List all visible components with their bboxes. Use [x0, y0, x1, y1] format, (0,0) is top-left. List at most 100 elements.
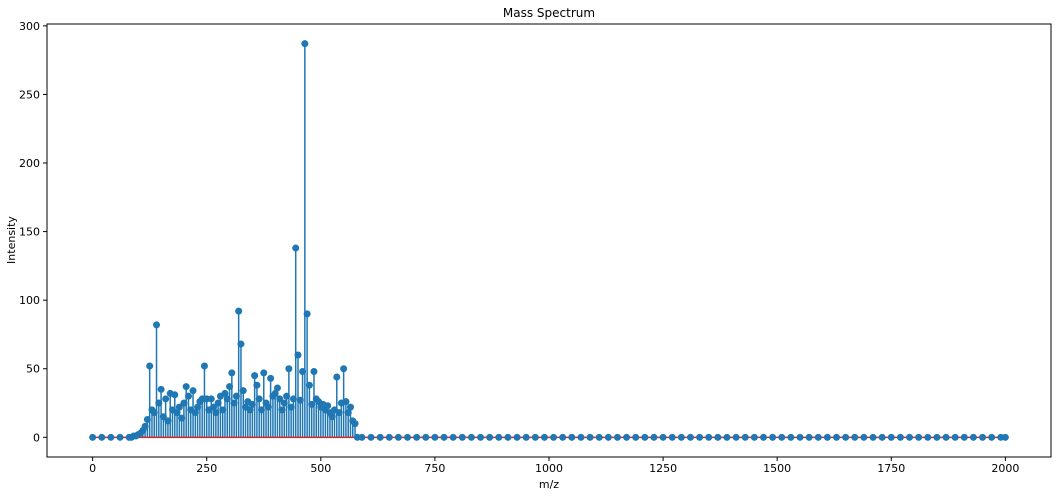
marker	[143, 415, 151, 423]
marker	[750, 433, 758, 441]
marker	[239, 387, 247, 395]
marker	[385, 433, 393, 441]
marker	[182, 383, 190, 391]
marker	[769, 433, 777, 441]
marker	[287, 403, 295, 411]
x-tick-label: 1500	[763, 462, 791, 475]
marker	[686, 433, 694, 441]
marker	[116, 433, 124, 441]
marker	[146, 362, 154, 370]
marker	[787, 433, 795, 441]
marker	[184, 392, 192, 400]
marker	[278, 406, 286, 414]
marker	[164, 417, 172, 425]
marker	[155, 399, 163, 407]
y-tick-label: 300	[19, 20, 40, 33]
marker	[226, 383, 234, 391]
marker	[586, 433, 594, 441]
marker	[796, 433, 804, 441]
x-tick-label: 250	[196, 462, 217, 475]
marker	[162, 395, 170, 403]
marker	[577, 433, 585, 441]
marker	[98, 433, 106, 441]
marker	[141, 422, 149, 430]
marker	[778, 433, 786, 441]
marker	[280, 399, 288, 407]
marker	[283, 392, 291, 400]
marker	[328, 413, 336, 421]
marker	[232, 392, 240, 400]
chart-title: Mass Spectrum	[503, 6, 595, 20]
marker	[299, 367, 307, 375]
marker	[260, 369, 268, 377]
y-tick-label: 50	[26, 363, 40, 376]
marker	[942, 433, 950, 441]
marker	[237, 340, 245, 348]
marker	[805, 433, 813, 441]
marker	[659, 433, 667, 441]
marker	[210, 403, 218, 411]
marker	[495, 433, 503, 441]
marker	[296, 396, 304, 404]
x-tick-label: 750	[424, 462, 445, 475]
marker	[223, 395, 231, 403]
marker	[175, 403, 183, 411]
marker	[310, 367, 318, 375]
x-tick-label: 1000	[535, 462, 563, 475]
marker	[741, 433, 749, 441]
marker	[522, 433, 530, 441]
marker	[289, 395, 297, 403]
marker	[960, 433, 968, 441]
x-tick-label: 1250	[649, 462, 677, 475]
marker	[358, 433, 366, 441]
marker	[285, 365, 293, 373]
marker	[979, 433, 987, 441]
marker	[301, 40, 309, 48]
marker	[173, 409, 181, 417]
x-tick-label: 2000	[991, 462, 1019, 475]
marker	[342, 398, 350, 406]
marker	[906, 433, 914, 441]
marker	[732, 433, 740, 441]
x-axis-label: m/z	[539, 478, 559, 491]
marker	[559, 433, 567, 441]
marker	[178, 414, 186, 422]
marker	[915, 433, 923, 441]
marker	[595, 433, 603, 441]
marker	[504, 433, 512, 441]
marker	[153, 321, 161, 329]
marker	[207, 395, 215, 403]
marker	[253, 381, 261, 389]
marker	[814, 433, 822, 441]
marker	[668, 433, 676, 441]
marker	[714, 433, 722, 441]
marker	[191, 409, 199, 417]
marker	[294, 351, 302, 359]
marker	[194, 403, 202, 411]
marker	[221, 389, 229, 397]
marker	[255, 395, 263, 403]
marker	[440, 433, 448, 441]
marker	[276, 395, 284, 403]
marker	[305, 381, 313, 389]
marker	[257, 406, 265, 414]
plot-frame	[46, 23, 1052, 458]
marker	[246, 406, 254, 414]
marker	[324, 402, 332, 410]
marker	[230, 399, 238, 407]
marker	[878, 433, 886, 441]
marker	[271, 389, 279, 397]
marker	[851, 433, 859, 441]
marker	[723, 433, 731, 441]
marker	[214, 399, 222, 407]
marker	[367, 433, 375, 441]
marker	[308, 400, 316, 408]
marker	[340, 365, 348, 373]
marker	[550, 433, 558, 441]
marker	[458, 433, 466, 441]
marker	[267, 374, 275, 382]
marker	[823, 433, 831, 441]
marker	[235, 307, 243, 315]
marker	[107, 433, 115, 441]
y-tick-label: 250	[19, 88, 40, 101]
